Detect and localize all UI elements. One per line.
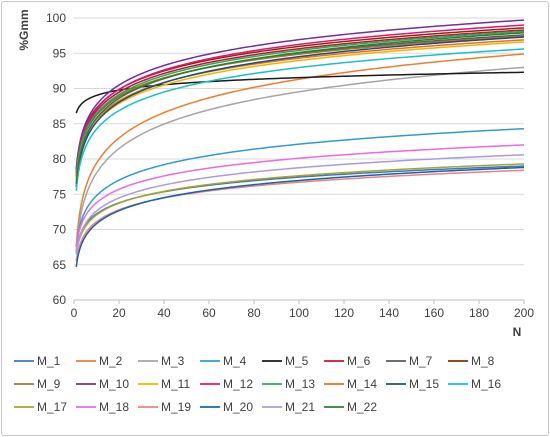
x-axis-title: N [513,325,522,339]
x-tick-label: 100 [289,306,309,320]
legend-label: M_21 [285,400,315,414]
legend-item: M_6 [324,354,371,368]
y-tick-label: 100 [46,11,66,25]
series-lines [75,19,525,267]
series-line-m-11 [75,41,525,184]
legend-item: M_16 [448,377,501,391]
y-tick-label: 80 [53,152,67,166]
legend-label: M_20 [223,400,253,414]
legend-label: M_8 [471,354,495,368]
series-line-m-20 [75,166,525,267]
legend-item: M_13 [262,377,315,391]
legend-item: M_5 [262,354,309,368]
legend-label: M_9 [37,377,61,391]
legend-label: M_10 [99,377,129,391]
y-tick-label: 60 [53,293,67,307]
legend-label: M_3 [161,354,185,368]
x-tick-labels: 0 20 40 60 80 100 120 140 160 180 200 [71,300,534,320]
x-tick-label: 140 [379,306,399,320]
legend-label: M_12 [223,377,253,391]
y-tick-label: 95 [53,46,67,60]
legend-item: M_1 [14,354,61,368]
legend-item: M_18 [76,400,129,414]
x-tick-label: 200 [514,306,534,320]
legend-item: M_11 [138,377,190,391]
x-tick-label: 180 [469,306,489,320]
legend-label: M_18 [99,400,129,414]
series-line-m-15 [75,36,525,188]
x-tick-label: 80 [247,306,261,320]
legend-item: M_12 [200,377,253,391]
series-line-m-12 [75,24,525,174]
legend-label: M_13 [285,377,315,391]
series-line-m-2 [75,53,525,248]
legend-item: M_9 [14,377,61,391]
x-tick-label: 60 [202,306,216,320]
series-line-m-22 [75,32,525,184]
series-line-m-3 [75,66,525,255]
legend-label: M_19 [161,400,191,414]
x-tick-label: 160 [424,306,444,320]
legend-item: M_17 [14,400,67,414]
y-tick-label: 65 [53,258,67,272]
legend-label: M_4 [223,354,247,368]
legend-item: M_7 [386,354,433,368]
legend-item: M_14 [324,377,377,391]
legend-label: M_22 [347,400,377,414]
legend-item: M_22 [324,400,377,414]
legend-item: M_8 [448,354,495,368]
y-tick-label: 85 [53,117,67,131]
y-axis-title: %Gmm [17,9,31,50]
legend-label: M_2 [99,354,123,368]
series-line-m-13 [75,30,525,177]
legend-label: M_7 [409,354,433,368]
series-line-m-14 [75,39,525,181]
series-line-m-18 [75,144,525,248]
x-tick-label: 20 [112,306,126,320]
legend-item: M_2 [76,354,123,368]
legend-item: M_15 [386,377,439,391]
legend-item: M_21 [262,400,315,414]
series-line-m-6 [75,29,525,174]
series-line-m-1 [75,165,525,251]
gridlines [74,17,524,266]
legend-label: M_15 [409,377,439,391]
series-line-m-4 [75,127,525,248]
y-tick-labels: 60 65 70 75 80 85 90 95 100 [46,11,66,307]
legend-label: M_14 [347,377,377,391]
x-tick-label: 120 [334,306,354,320]
legend-label: M_5 [285,354,309,368]
legend-item: M_4 [200,354,247,368]
legend-item: M_20 [200,400,253,414]
x-tick-label: 0 [71,306,78,320]
legend-label: M_6 [347,354,371,368]
legend-label: M_16 [471,377,501,391]
series-line-m-10 [75,19,525,170]
series-line-m-19 [75,169,525,262]
series-line-m-16 [75,48,525,191]
legend-item: M_10 [76,377,129,391]
legend: M_1 M_2 M_3 M_4 M_5 M_6 M_7 M_8 M_9 M_10 M_11 M_12 M… [14,354,501,414]
y-tick-label: 90 [53,82,67,96]
legend-label: M_17 [37,400,67,414]
x-tick-label: 40 [157,306,171,320]
series-line-m-5 [75,71,525,114]
series-line-m-21 [75,154,525,255]
legend-label: M_1 [37,354,61,368]
series-line-m-17 [75,163,525,255]
legend-label: M_11 [161,377,190,391]
y-tick-label: 70 [53,223,67,237]
y-tick-label: 75 [53,187,67,201]
legend-item: M_19 [138,400,191,414]
legend-item: M_3 [138,354,185,368]
